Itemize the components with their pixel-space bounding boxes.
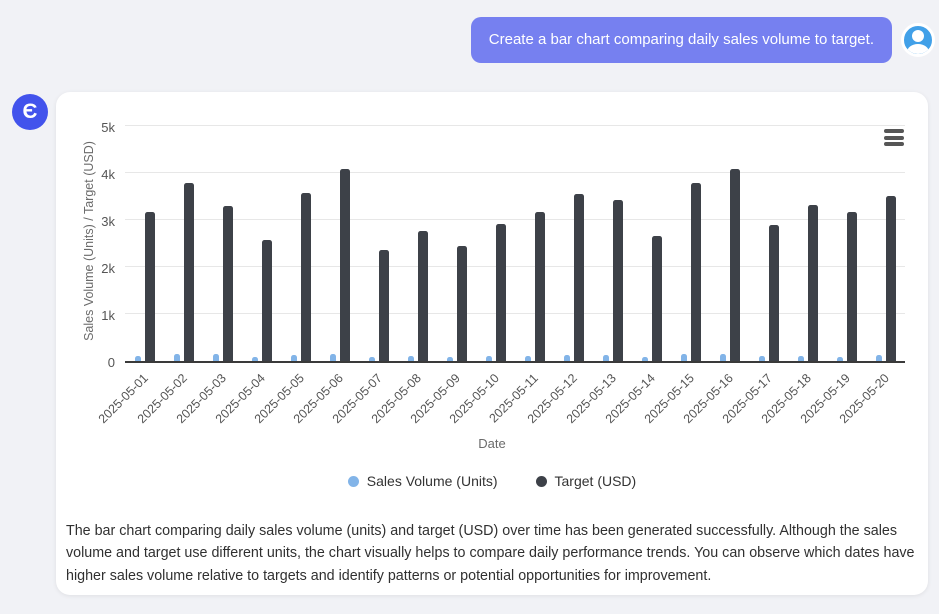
bar-group[interactable] bbox=[554, 128, 593, 361]
bar-group[interactable] bbox=[320, 128, 359, 361]
chart-card: Sales Volume (Units) / Target (USD) 0 1k 2… bbox=[56, 92, 928, 595]
target-bar[interactable] bbox=[768, 225, 779, 361]
target-bar[interactable] bbox=[690, 183, 701, 361]
bar-chart-plot-area bbox=[125, 125, 905, 363]
sales-volume-bar[interactable] bbox=[602, 355, 609, 361]
bar-group[interactable] bbox=[866, 128, 905, 361]
target-bar[interactable] bbox=[378, 249, 389, 361]
bar-group[interactable] bbox=[749, 128, 788, 361]
target-bar[interactable] bbox=[144, 211, 155, 361]
y-tick-label: 1k bbox=[101, 308, 115, 323]
bar-group[interactable] bbox=[671, 128, 710, 361]
target-bar[interactable] bbox=[729, 169, 740, 361]
target-bar[interactable] bbox=[885, 195, 896, 361]
target-bar[interactable] bbox=[300, 193, 311, 361]
sales-volume-bar[interactable] bbox=[290, 355, 297, 361]
target-bar[interactable] bbox=[846, 212, 857, 361]
sales-volume-bar[interactable] bbox=[797, 355, 804, 361]
assistant-logo-icon: Є bbox=[22, 100, 38, 123]
bar-group[interactable] bbox=[242, 128, 281, 361]
gridline bbox=[125, 219, 905, 220]
y-tick-label: 5k bbox=[101, 120, 115, 135]
bar-group[interactable] bbox=[203, 128, 242, 361]
bar-group[interactable] bbox=[593, 128, 632, 361]
legend-dot-icon bbox=[347, 475, 359, 487]
y-tick-label: 0 bbox=[107, 355, 115, 370]
assistant-summary-text: The bar chart comparing daily sales volu… bbox=[66, 523, 915, 584]
gridline bbox=[125, 125, 905, 126]
target-bar[interactable] bbox=[417, 230, 428, 361]
bar-group[interactable] bbox=[359, 128, 398, 361]
y-tick-label: 3k bbox=[101, 214, 115, 229]
sales-volume-bar[interactable] bbox=[524, 355, 531, 361]
sales-volume-bar[interactable] bbox=[758, 356, 765, 361]
user-message-bubble: Create a bar chart comparing daily sales… bbox=[470, 17, 892, 63]
sales-volume-bar[interactable] bbox=[446, 357, 453, 361]
user-person-icon bbox=[907, 44, 929, 54]
target-bar[interactable] bbox=[573, 193, 584, 361]
target-bar[interactable] bbox=[183, 182, 194, 361]
gridline bbox=[125, 172, 905, 173]
legend-label: Sales Volume (Units) bbox=[366, 473, 498, 489]
target-bar[interactable] bbox=[651, 235, 662, 361]
y-tick-label: 2k bbox=[101, 261, 115, 276]
target-bar[interactable] bbox=[807, 204, 818, 361]
sales-volume-bar[interactable] bbox=[875, 354, 882, 361]
sales-volume-bar[interactable] bbox=[407, 356, 414, 361]
target-bar[interactable] bbox=[261, 239, 272, 361]
bar-group[interactable] bbox=[515, 128, 554, 361]
bar-group[interactable] bbox=[632, 128, 671, 361]
sales-volume-bar[interactable] bbox=[563, 354, 570, 361]
sales-volume-bar[interactable] bbox=[173, 353, 180, 361]
target-bar[interactable] bbox=[339, 169, 350, 361]
target-bar[interactable] bbox=[534, 212, 545, 361]
sales-volume-bar[interactable] bbox=[329, 353, 336, 361]
user-person-icon bbox=[912, 30, 924, 42]
target-bar[interactable] bbox=[222, 205, 233, 361]
bar-group[interactable] bbox=[476, 128, 515, 361]
bar-group[interactable] bbox=[164, 128, 203, 361]
bar-group[interactable] bbox=[710, 128, 749, 361]
target-bar[interactable] bbox=[612, 199, 623, 361]
sales-volume-bar[interactable] bbox=[836, 356, 843, 361]
target-bar[interactable] bbox=[495, 223, 506, 361]
chart-legend: Sales Volume (Units) Target (USD) bbox=[56, 473, 928, 489]
bar-group[interactable] bbox=[398, 128, 437, 361]
x-axis-title: Date bbox=[478, 436, 506, 451]
user-message-row: Create a bar chart comparing daily sales… bbox=[470, 17, 935, 63]
bar-group[interactable] bbox=[827, 128, 866, 361]
bar-group[interactable] bbox=[281, 128, 320, 361]
sales-volume-bar[interactable] bbox=[680, 353, 687, 361]
legend-dot-icon bbox=[535, 475, 547, 487]
sales-volume-bar[interactable] bbox=[134, 355, 141, 361]
target-bar[interactable] bbox=[456, 245, 467, 361]
legend-item[interactable]: Target (USD) bbox=[535, 473, 637, 489]
legend-label: Target (USD) bbox=[554, 473, 637, 489]
bar-group[interactable] bbox=[437, 128, 476, 361]
y-tick-label: 4k bbox=[101, 167, 115, 182]
chart-menu-icon[interactable] bbox=[884, 129, 904, 149]
assistant-avatar: Є bbox=[12, 94, 48, 130]
gridline bbox=[125, 266, 905, 267]
sales-volume-bar[interactable] bbox=[251, 357, 258, 361]
bar-group[interactable] bbox=[788, 128, 827, 361]
sales-volume-bar[interactable] bbox=[212, 354, 219, 361]
gridline bbox=[125, 313, 905, 314]
sales-volume-bar[interactable] bbox=[719, 354, 726, 361]
user-avatar[interactable] bbox=[901, 23, 935, 57]
bar-group[interactable] bbox=[125, 128, 164, 361]
sales-volume-bar[interactable] bbox=[368, 357, 375, 361]
sales-volume-bar[interactable] bbox=[485, 356, 492, 361]
legend-item[interactable]: Sales Volume (Units) bbox=[347, 473, 498, 489]
sales-volume-bar[interactable] bbox=[641, 357, 648, 361]
